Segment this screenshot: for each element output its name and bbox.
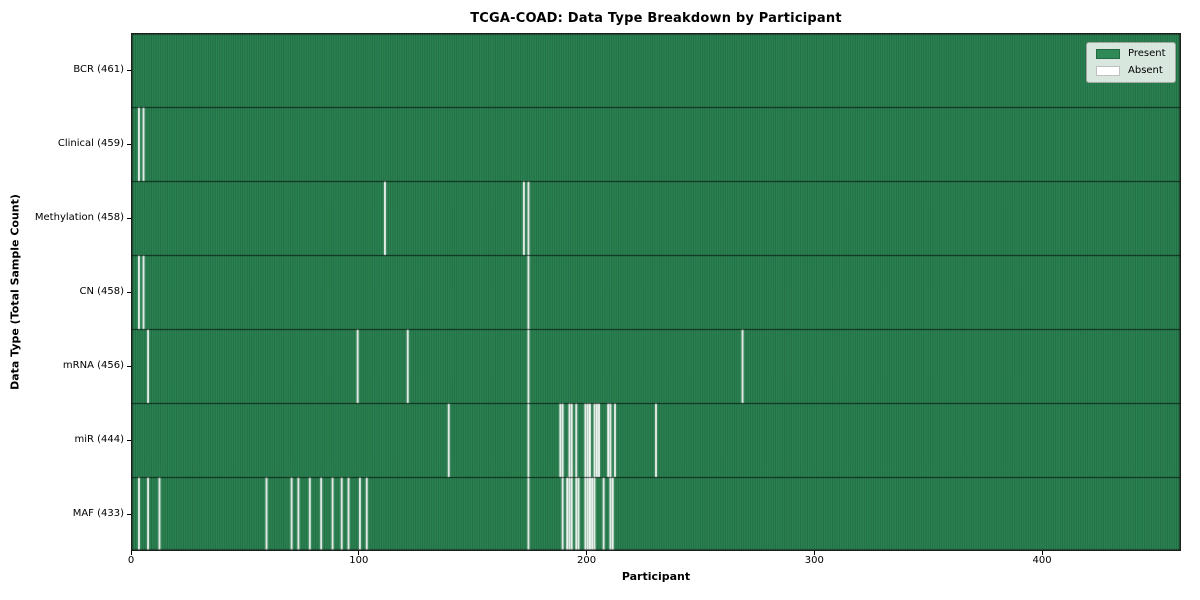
x-tick-label: 400 <box>1032 555 1052 566</box>
x-tick-mark <box>130 551 132 555</box>
y-tick-label: Clinical (459) <box>57 137 124 149</box>
x-tick-mark <box>1041 551 1043 555</box>
x-axis-label: Participant <box>621 570 691 583</box>
x-tick-label: 200 <box>576 555 597 566</box>
y-tick-mark <box>127 513 131 515</box>
heatmap-canvas <box>131 33 1181 551</box>
legend-swatch-present-icon <box>1096 49 1120 59</box>
chart-title: TCGA-COAD: Data Type Breakdown by Partic… <box>470 11 842 26</box>
legend-label-absent: Absent <box>1128 65 1163 76</box>
legend-item-absent: Absent <box>1096 65 1166 77</box>
y-tick-label: MAF (433) <box>72 507 124 519</box>
legend: Present Absent <box>1086 42 1176 83</box>
legend-swatch-absent-icon <box>1096 66 1120 76</box>
x-tick-label: 300 <box>804 555 824 566</box>
x-tick-mark <box>586 551 588 555</box>
y-tick-mark <box>127 217 131 219</box>
y-tick-mark <box>127 291 131 293</box>
y-tick-label: BCR (461) <box>73 63 124 75</box>
legend-item-present: Present <box>1096 48 1166 60</box>
y-tick-mark <box>127 439 131 441</box>
y-tick-label: miR (444) <box>74 433 124 445</box>
y-tick-label: CN (458) <box>79 285 124 297</box>
x-tick-label: 100 <box>349 555 369 566</box>
y-tick-label: Methylation (458) <box>34 211 124 223</box>
y-tick-label: mRNA (456) <box>62 359 124 371</box>
x-tick-mark <box>358 551 360 555</box>
y-tick-mark <box>127 365 131 367</box>
legend-label-present: Present <box>1128 48 1166 59</box>
y-tick-mark <box>127 143 131 145</box>
y-tick-mark <box>127 69 131 71</box>
x-tick-label: 0 <box>127 555 135 566</box>
x-tick-mark <box>813 551 815 555</box>
